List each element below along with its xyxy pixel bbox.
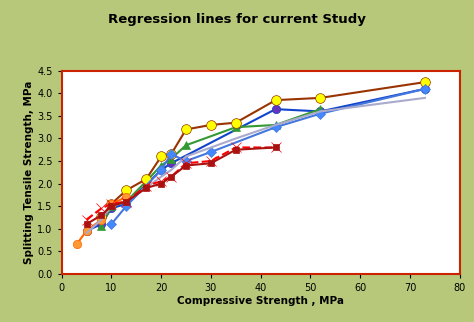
Current Study(A): [143, 186, 149, 190]
10% AF(A ): [83, 218, 89, 222]
5% AF(A): [233, 137, 238, 140]
5% AF (H ): [168, 157, 174, 161]
Line: 5% AF (H ): 5% AF (H ): [97, 105, 325, 231]
10% AF(A ): [168, 175, 174, 179]
10% AF (H): [233, 121, 238, 125]
Current Study(A): [123, 200, 129, 204]
5% AF(A): [318, 109, 323, 113]
10% AF (H): [158, 155, 164, 158]
10% AF(A ): [183, 161, 189, 165]
0% AF(H ): [318, 109, 323, 113]
5% AF(A): [422, 96, 428, 100]
0% AF( A ): [123, 195, 129, 199]
Current Study(H): [273, 125, 279, 129]
Current Study(A): [273, 146, 279, 149]
10% AF (H): [273, 98, 279, 102]
0% AF(H ): [123, 202, 129, 206]
5% AF (H ): [123, 200, 129, 204]
Line: 0% AF(H ): 0% AF(H ): [82, 85, 429, 235]
5% AF (H ): [158, 164, 164, 167]
Current Study(H): [158, 168, 164, 172]
0% AF( A ): [83, 229, 89, 233]
X-axis label: Compressive Strength , MPa: Compressive Strength , MPa: [177, 296, 344, 306]
10% AF (H): [208, 123, 214, 127]
10% AF(A ): [123, 200, 129, 204]
10% AF (H): [183, 128, 189, 131]
0% AF(H ): [83, 229, 89, 233]
5% AF (H ): [318, 107, 323, 111]
10% AF(A ): [143, 184, 149, 188]
Current Study(H): [123, 204, 129, 208]
5% AF(A): [109, 204, 114, 208]
Current Study(A): [109, 204, 114, 208]
0% AF( A ): [99, 218, 104, 222]
5% AF(A): [158, 175, 164, 179]
Current Study(A): [208, 161, 214, 165]
10% AF (H): [422, 80, 428, 84]
Current Study(A): [233, 148, 238, 152]
0% AF(H ): [422, 87, 428, 91]
10% AF (H): [109, 202, 114, 206]
5% AF (H ): [273, 123, 279, 127]
0% AF(H ): [168, 161, 174, 165]
10% AF(A ): [109, 202, 114, 206]
Current Study(H): [318, 112, 323, 116]
Line: 10% AF(A ): 10% AF(A ): [82, 143, 281, 224]
Current Study(A): [158, 182, 164, 185]
10% AF (H): [99, 215, 104, 219]
Current Study(H): [168, 152, 174, 156]
5% AF(A): [183, 155, 189, 158]
10% AF (H): [123, 188, 129, 192]
5% AF (H ): [109, 204, 114, 208]
10% AF(A ): [273, 146, 279, 149]
Current Study(H): [208, 150, 214, 154]
0% AF(H ): [273, 107, 279, 111]
5% AF(A): [99, 218, 104, 222]
Line: 5% AF(A): 5% AF(A): [86, 98, 425, 233]
5% AF (H ): [99, 224, 104, 228]
Current Study(A): [83, 222, 89, 226]
10% AF(A ): [208, 159, 214, 163]
10% AF(A ): [158, 179, 164, 183]
10% AF(A ): [233, 146, 238, 149]
10% AF(A ): [99, 206, 104, 210]
Current Study(H): [109, 222, 114, 226]
0% AF( A ): [73, 242, 79, 246]
5% AF(A): [123, 200, 129, 204]
5% AF(A): [168, 168, 174, 172]
5% AF(A): [273, 123, 279, 127]
0% AF( A ): [109, 202, 114, 206]
Line: Current Study(A): Current Study(A): [83, 144, 279, 228]
0% AF(H ): [158, 168, 164, 172]
5% AF(A): [83, 231, 89, 235]
Current Study(H): [183, 159, 189, 163]
10% AF (H): [168, 152, 174, 156]
Current Study(A): [99, 213, 104, 217]
5% AF (H ): [233, 125, 238, 129]
0% AF(H ): [109, 206, 114, 210]
Text: Regression lines for current Study: Regression lines for current Study: [108, 13, 366, 26]
Line: 10% AF (H): 10% AF (H): [97, 77, 430, 222]
10% AF (H): [318, 96, 323, 100]
10% AF (H): [143, 177, 149, 181]
Y-axis label: Splitting Tensile Strength, MPa: Splitting Tensile Strength, MPa: [24, 80, 34, 264]
0% AF(H ): [99, 222, 104, 226]
Current Study(A): [168, 175, 174, 179]
5% AF (H ): [183, 143, 189, 147]
Current Study(A): [183, 164, 189, 167]
Line: Current Study(H): Current Study(H): [108, 85, 428, 228]
Current Study(H): [422, 87, 428, 91]
Line: 0% AF( A ): 0% AF( A ): [73, 193, 130, 249]
5% AF (H ): [143, 179, 149, 183]
